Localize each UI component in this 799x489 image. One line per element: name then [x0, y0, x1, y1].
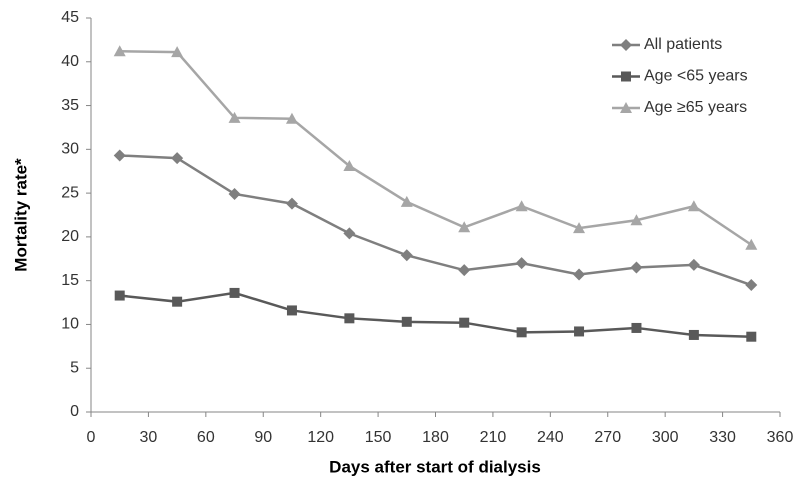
y-tick-label: 45 [61, 9, 79, 26]
y-axis-title: Mortality rate* [11, 158, 30, 272]
marker [228, 111, 241, 123]
series-line [119, 291, 752, 338]
marker [113, 45, 126, 57]
y-tick-label: 15 [61, 272, 79, 289]
marker [573, 222, 586, 234]
marker [745, 279, 758, 292]
marker [745, 238, 758, 250]
marker [228, 187, 241, 200]
x-tick-label: 330 [709, 429, 736, 446]
x-tick-label: 270 [594, 429, 621, 446]
y-tick-label: 10 [61, 316, 79, 333]
legend-marker [620, 39, 632, 51]
marker [687, 258, 700, 271]
legend-label: Age <65 years [644, 68, 748, 85]
y-tick-label: 0 [70, 403, 79, 420]
marker [688, 329, 699, 340]
marker [630, 261, 643, 274]
series-line [119, 50, 752, 246]
x-tick-label: 30 [140, 429, 158, 446]
marker [113, 149, 126, 162]
x-tick-label: 90 [254, 429, 272, 446]
marker [401, 316, 412, 327]
marker [458, 221, 471, 233]
x-tick-label: 240 [537, 429, 564, 446]
marker [171, 152, 184, 165]
marker [515, 200, 528, 212]
marker [574, 326, 585, 337]
marker [172, 296, 183, 307]
legend-marker [620, 102, 632, 113]
marker [400, 249, 413, 262]
x-tick-label: 210 [480, 429, 507, 446]
marker [573, 268, 586, 281]
marker [631, 322, 642, 333]
y-tick-label: 40 [61, 53, 79, 70]
marker [515, 257, 528, 270]
legend-marker [621, 71, 631, 82]
y-tick-label: 5 [70, 359, 79, 376]
legend-label: All patients [644, 36, 722, 53]
marker [630, 214, 643, 226]
marker [344, 313, 355, 324]
y-tick-label: 20 [61, 228, 79, 245]
y-tick-label: 35 [61, 97, 79, 114]
marker [400, 195, 413, 207]
marker [459, 317, 470, 328]
x-axis-title: Days after start of dialysis [329, 457, 541, 476]
x-tick-label: 150 [365, 429, 392, 446]
marker [285, 112, 298, 124]
marker [746, 331, 757, 342]
y-tick-label: 25 [61, 184, 79, 201]
x-tick-label: 0 [87, 429, 96, 446]
marker [114, 290, 125, 301]
marker [458, 264, 471, 277]
x-tick-label: 360 [767, 429, 794, 446]
x-tick-label: 180 [422, 429, 449, 446]
x-tick-label: 120 [307, 429, 334, 446]
marker [229, 287, 240, 298]
x-tick-label: 60 [197, 429, 215, 446]
x-tick-label: 300 [652, 429, 679, 446]
marker [285, 197, 298, 210]
legend-label: Age ≥65 years [644, 99, 747, 116]
marker [343, 159, 356, 171]
marker [516, 327, 527, 338]
marker [343, 227, 356, 240]
marker [171, 46, 184, 58]
y-tick-label: 30 [61, 141, 79, 158]
marker [687, 200, 700, 212]
marker [286, 305, 297, 316]
series-line [119, 154, 752, 287]
